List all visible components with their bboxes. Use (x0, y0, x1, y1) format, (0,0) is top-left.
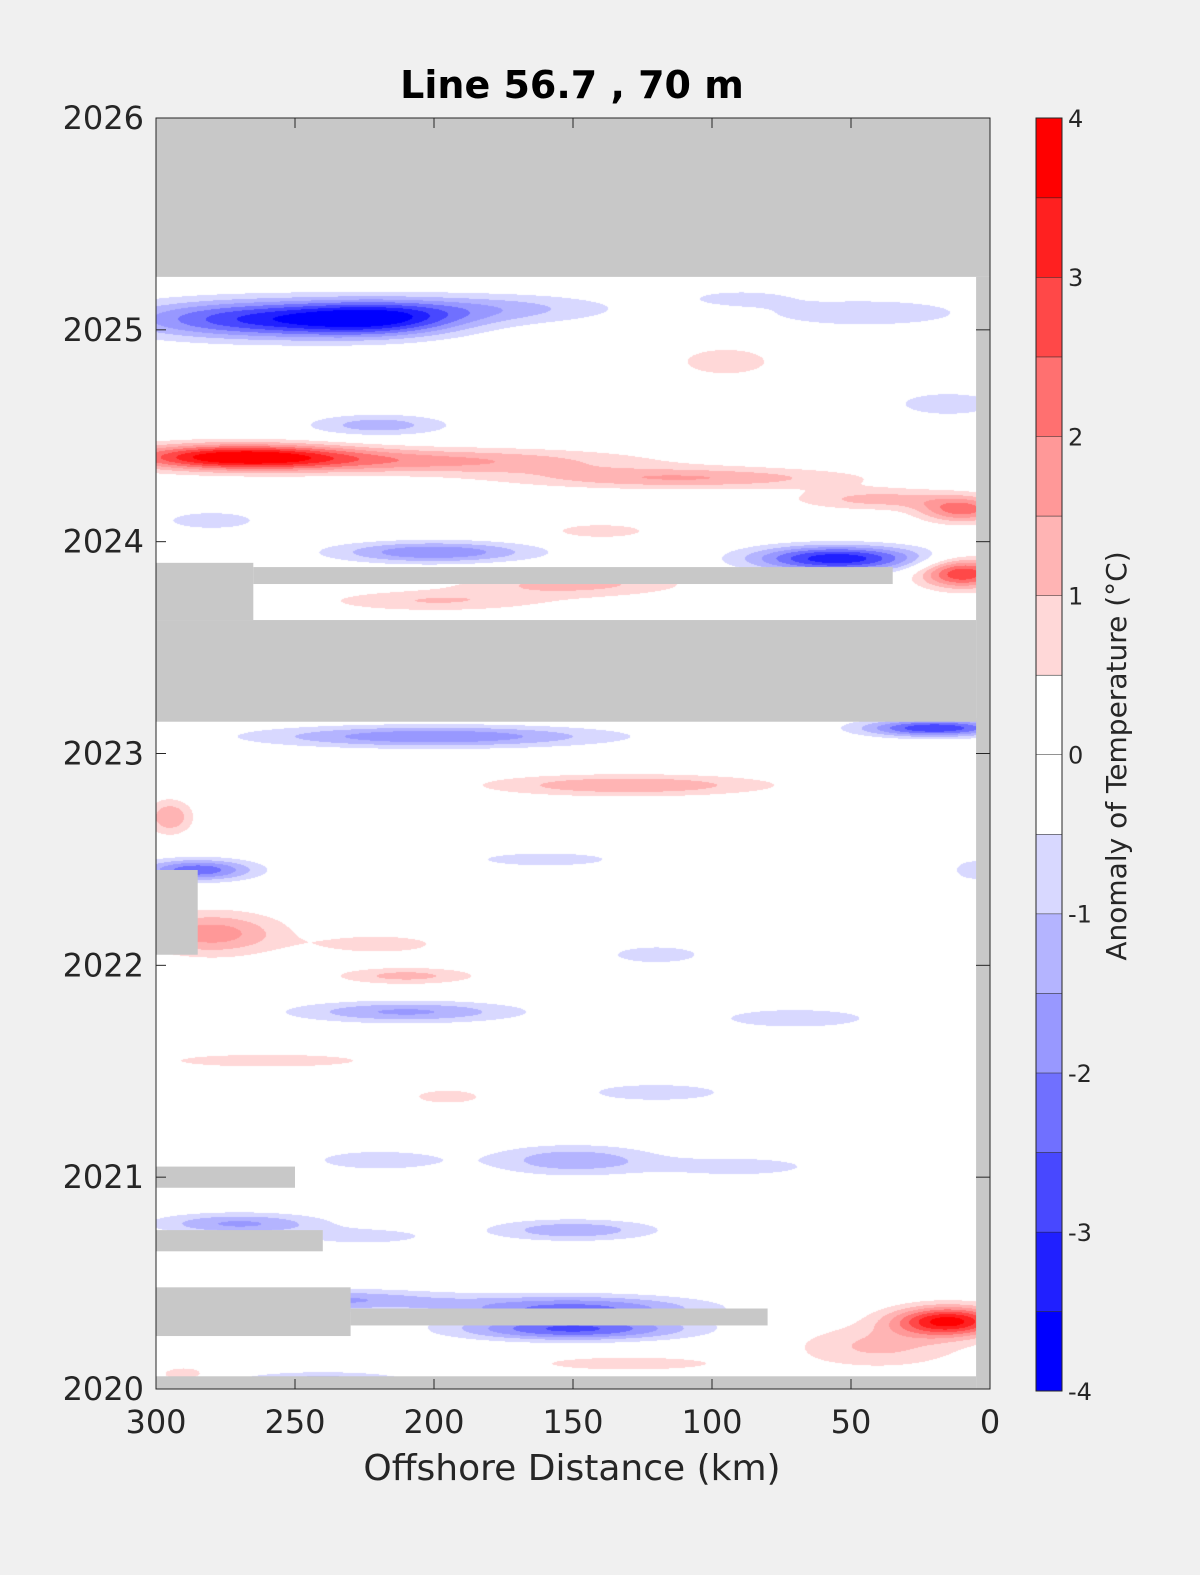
y-tick-label: 2024 (63, 523, 144, 561)
colorbar-bin (1036, 515, 1062, 596)
colorbar-tick-label: -4 (1068, 1378, 1092, 1406)
no-data-region (156, 562, 254, 621)
x-tick-label: 200 (403, 1403, 464, 1441)
colorbar-ticks: 4 3 2 1 0 -1 -2 -3 -4 (1068, 105, 1092, 1406)
colorbar: 4 3 2 1 0 -1 -2 -3 -4 Anomaly of Temperature (°C… (1035, 105, 1133, 1406)
colorbar-bin (1036, 277, 1062, 357)
y-tick-label: 2021 (63, 1158, 144, 1196)
x-axis-label: Offshore Distance (km) (363, 1448, 780, 1489)
colorbar-bin (1036, 436, 1062, 516)
colorbar-frame (1035, 117, 1063, 1392)
colorbar-bin (1036, 197, 1062, 278)
no-data-region (156, 870, 198, 955)
colorbar-bin (1036, 913, 1062, 994)
colorbar-tick-label: 2 (1068, 423, 1083, 451)
no-data-region (253, 567, 893, 585)
x-tick-label: 0 (980, 1403, 1000, 1441)
colorbar-bin (1036, 1231, 1062, 1312)
colorbar-bin (1036, 674, 1062, 755)
no-data-region (350, 1308, 768, 1326)
colorbar-bin (1036, 595, 1062, 675)
x-tick-label: 100 (681, 1403, 742, 1441)
colorbar-tick-label: 1 (1068, 582, 1083, 610)
no-data-region (156, 620, 977, 722)
no-data-region (156, 1287, 351, 1337)
colorbar-tick-label: 0 (1068, 742, 1083, 770)
no-data-region (156, 1376, 977, 1389)
no-data-region (156, 1230, 323, 1252)
colorbar-bins (1036, 117, 1062, 1391)
colorbar-bin (1036, 834, 1062, 914)
x-tick-label: 300 (125, 1403, 186, 1441)
x-axis: 300 250 200 150 100 50 0 (125, 118, 1000, 1441)
y-tick-label: 2022 (63, 946, 144, 984)
colorbar-label: Anomaly of Temperature (°C) (1100, 551, 1133, 960)
no-data-region (976, 276, 990, 1389)
colorbar-bin (1036, 1152, 1062, 1232)
y-axis: 2020 2021 2022 2023 2024 2025 2026 (63, 99, 990, 1408)
colorbar-tick-label: -2 (1068, 1060, 1092, 1088)
colorbar-tick-label: 4 (1068, 105, 1083, 133)
no-data-region (156, 1166, 295, 1188)
colorbar-bin (1036, 356, 1062, 437)
colorbar-bin (1036, 1072, 1062, 1153)
colorbar-tick-label: -3 (1068, 1219, 1092, 1247)
colorbar-bin (1036, 993, 1062, 1073)
anomaly-field (156, 118, 990, 1389)
x-tick-label: 50 (831, 1403, 872, 1441)
y-tick-label: 2020 (63, 1370, 144, 1408)
colorbar-bin (1036, 1311, 1062, 1391)
colorbar-bin (1036, 754, 1062, 835)
missing-data-layer (156, 118, 990, 1389)
chart-title: Line 56.7 , 70 m (400, 63, 744, 107)
y-tick-label: 2025 (63, 311, 144, 349)
colorbar-tick-label: -1 (1068, 901, 1092, 929)
colorbar-bin (1036, 118, 1062, 198)
plot-area (155, 117, 991, 1390)
colorbar-tick-label: 3 (1068, 264, 1083, 292)
y-tick-label: 2023 (63, 735, 144, 773)
x-tick-label: 150 (542, 1403, 603, 1441)
y-tick-label: 2026 (63, 99, 144, 137)
no-data-region (156, 118, 990, 277)
x-tick-label: 250 (264, 1403, 325, 1441)
